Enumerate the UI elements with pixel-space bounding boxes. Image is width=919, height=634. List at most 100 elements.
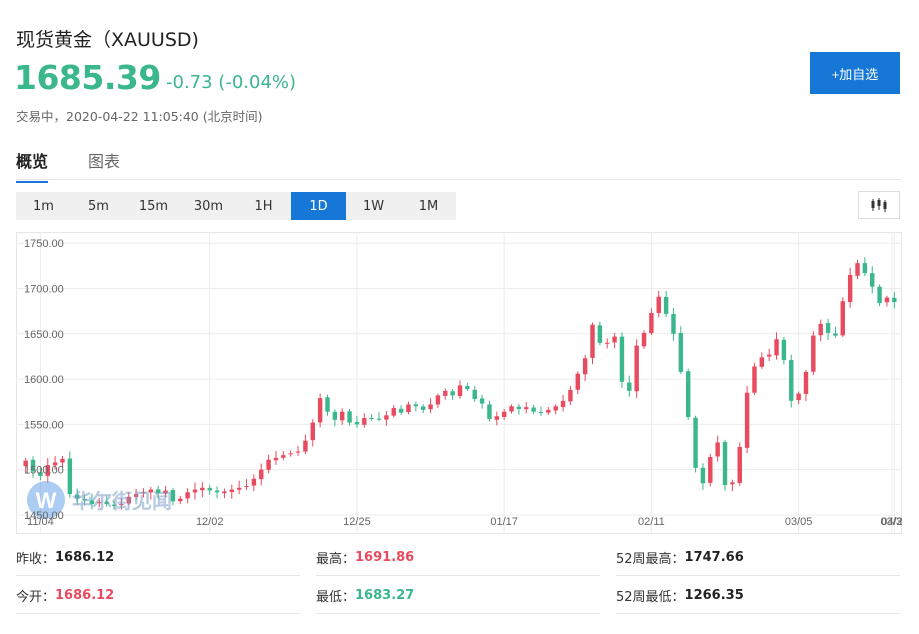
candle-body (38, 472, 43, 476)
candle-body (376, 418, 382, 420)
x-tick-label: 04/2 (881, 516, 902, 528)
y-tick-label: 1700.00 (24, 284, 64, 296)
candle-body (538, 411, 544, 413)
chart-type-button[interactable] (858, 191, 900, 219)
candle-body (288, 453, 293, 455)
candle-body (811, 335, 816, 372)
candle-body (148, 489, 154, 493)
candle-body (796, 393, 801, 401)
candlestick-chart-svg: W 华尔街见闻 1750.00 1700.00 1650.00 1600.00 1550… (16, 232, 908, 534)
period-1mo[interactable]: 1M (418, 198, 439, 214)
period-5m[interactable]: 5m (88, 198, 109, 214)
period-1m[interactable]: 1m (33, 198, 54, 214)
candle-body (133, 494, 139, 497)
candle-body (641, 332, 647, 347)
candle-body (730, 482, 735, 485)
candle-body (192, 489, 198, 493)
candle-body (244, 485, 249, 487)
instrument-title: 现货黄金（XAUUSD) (16, 29, 199, 51)
x-tick-label: 12/25 (343, 516, 371, 528)
candle-body (340, 411, 345, 421)
stat-52w-low: 52周最低： 1266.35 (616, 578, 900, 614)
candle-body (398, 408, 404, 413)
period-1h[interactable]: 1H (254, 198, 273, 214)
candle-body (295, 451, 301, 453)
tab-overview[interactable]: 概览 (16, 148, 49, 183)
candle-body (524, 407, 529, 410)
candle-body (45, 465, 50, 476)
candle-body (560, 400, 566, 408)
candle-body (627, 382, 632, 391)
candle-body (870, 273, 875, 287)
candle-body (678, 333, 684, 372)
candle-body (354, 422, 360, 425)
candle-body (744, 392, 750, 448)
x-tick-label: 01/17 (490, 516, 518, 528)
candle-body (737, 447, 742, 483)
candle-body (332, 411, 338, 420)
candle-body (236, 487, 242, 490)
candle-body (67, 458, 73, 495)
candle-body (266, 459, 271, 470)
y-tick-label: 1550.00 (24, 419, 64, 431)
period-30m[interactable]: 30m (193, 198, 224, 214)
candle-body (516, 406, 522, 409)
candle-body (450, 391, 455, 396)
stat-high: 最高： 1691.86 (316, 540, 600, 576)
candle-body (553, 406, 558, 411)
candle-body (428, 404, 433, 410)
candle-body (443, 390, 448, 396)
candle-body (479, 398, 485, 404)
candle-body (546, 409, 551, 413)
candle-body (185, 492, 190, 499)
candle-body (229, 489, 235, 493)
candle-body (774, 339, 779, 356)
candle-body (597, 325, 603, 343)
tab-chart[interactable]: 图表 (88, 152, 121, 171)
period-15m[interactable]: 15m (138, 198, 169, 214)
candle-body (700, 467, 706, 484)
svg-text:W: W (36, 488, 57, 513)
candle-body (494, 416, 500, 420)
candle-body (708, 456, 713, 483)
watermark-logo: W 华尔街见闻 (27, 481, 172, 519)
candle-body (413, 404, 419, 407)
stat-open: 今开： 1686.12 (16, 578, 300, 614)
candle-body (52, 462, 58, 466)
candle-body (884, 297, 890, 303)
candle-body (303, 440, 308, 452)
x-tick-label: 03/05 (785, 516, 813, 528)
candle-body (200, 487, 205, 491)
candle-body (207, 488, 212, 491)
candle-body (60, 458, 65, 463)
candle-body (634, 345, 639, 392)
candle-body (170, 490, 176, 502)
candle-body (141, 492, 146, 494)
candle-body (766, 354, 772, 357)
candle-body (619, 336, 625, 382)
candle-body (833, 333, 838, 336)
stat-52w-high: 52周最高： 1747.66 (616, 540, 900, 576)
y-tick-label: 1500.00 (24, 465, 64, 477)
x-tick-label: 03/30 (881, 516, 902, 528)
candle-body (317, 398, 323, 423)
stat-low: 最低： 1683.27 (316, 578, 600, 614)
candle-body (752, 366, 757, 393)
candle-body (612, 336, 617, 343)
candle-body (273, 457, 279, 461)
candle-body (251, 478, 257, 486)
add-to-watchlist-button[interactable]: +加自选 (810, 52, 900, 94)
candle-body (501, 411, 507, 417)
candle-body (111, 504, 117, 506)
price-chart[interactable]: W 华尔街见闻 1750.00 1700.00 1650.00 1600.00 1550… (16, 232, 908, 534)
candle-body (892, 297, 897, 303)
candle-body (457, 385, 463, 396)
candle-body (693, 417, 698, 468)
candle-body (877, 286, 882, 304)
x-tick-label: 11/04 (27, 516, 54, 528)
candle-body (575, 373, 580, 390)
candle-body (75, 494, 80, 499)
candle-body (472, 389, 477, 400)
period-1d[interactable]: 1D (291, 192, 346, 220)
period-1w[interactable]: 1W (362, 198, 385, 214)
